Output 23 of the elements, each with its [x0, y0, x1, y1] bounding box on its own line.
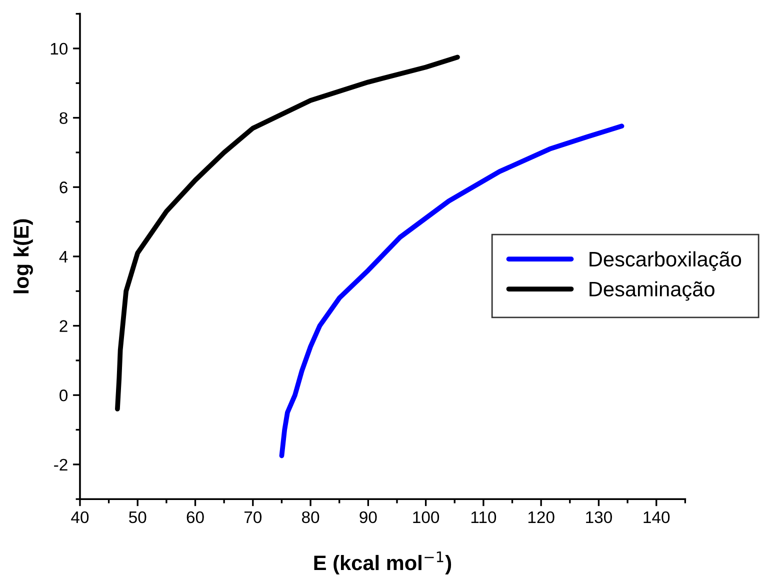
- y-tick-label: 2: [60, 320, 68, 332]
- x-tick-label: 140: [644, 511, 670, 524]
- x-tick-label: 130: [586, 511, 612, 524]
- x-axis-title: E (kcal mol$^{−1}$): [314, 551, 452, 574]
- x-tick-label: 100: [413, 511, 440, 524]
- x-tick-label: 60: [186, 511, 204, 524]
- x-tick-label: 90: [360, 511, 377, 524]
- x-tick-label: 120: [528, 511, 554, 524]
- legend-label: Descarboxilação: [590, 251, 742, 271]
- x-tick-label: 40: [71, 511, 89, 524]
- y-axis-title: log k(E): [13, 219, 33, 294]
- y-tick-label: 6: [60, 182, 68, 194]
- y-tick-label: 8: [60, 112, 68, 124]
- y-tick-label: 0: [60, 390, 68, 402]
- line-series: [115, 54, 460, 412]
- x-tick-label: 50: [129, 511, 146, 524]
- legend-label: Desaminação: [590, 281, 714, 301]
- x-tick-label: 80: [302, 511, 320, 524]
- y-tick-label: -2: [54, 458, 68, 470]
- y-tick-label: 4: [59, 251, 68, 262]
- x-tick-label: 110: [471, 511, 496, 524]
- x-tick-label: 70: [244, 511, 262, 524]
- y-tick-label: 10: [50, 42, 68, 55]
